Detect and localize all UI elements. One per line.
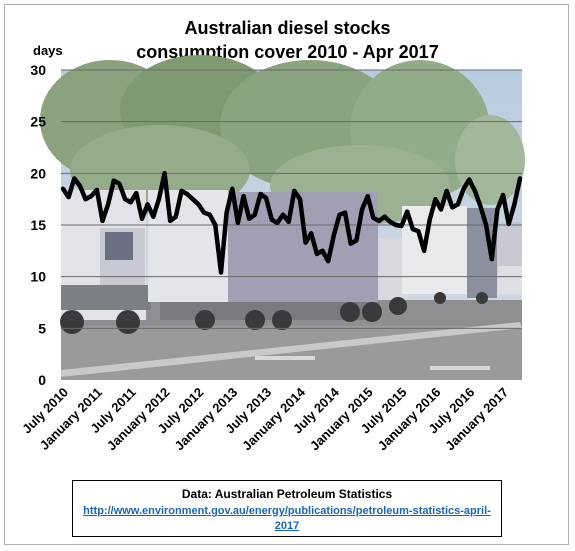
y-tick-label: 0 <box>38 372 46 388</box>
y-tick-label: 10 <box>30 269 46 285</box>
source-title: Data: Australian Petroleum Statistics <box>181 487 393 501</box>
y-tick-label: 25 <box>30 114 46 130</box>
y-tick-label: 5 <box>38 320 46 336</box>
source-box: Data: Australian Petroleum Statistics ht… <box>72 480 502 537</box>
chart-title-line-1: Australian diesel stocks <box>184 18 391 38</box>
source-link[interactable]: http://www.environment.gov.au/energy/pub… <box>83 505 491 532</box>
y-tick-label: 15 <box>30 217 46 233</box>
series-line-diesel-stocks <box>60 171 523 275</box>
y-tick-label: 30 <box>30 62 46 78</box>
y-axis-ticks: 0 5 10 15 20 25 30 <box>30 62 46 388</box>
gridlines <box>61 69 522 329</box>
y-tick-label: 20 <box>30 165 46 181</box>
y-axis-label: days <box>33 43 63 58</box>
